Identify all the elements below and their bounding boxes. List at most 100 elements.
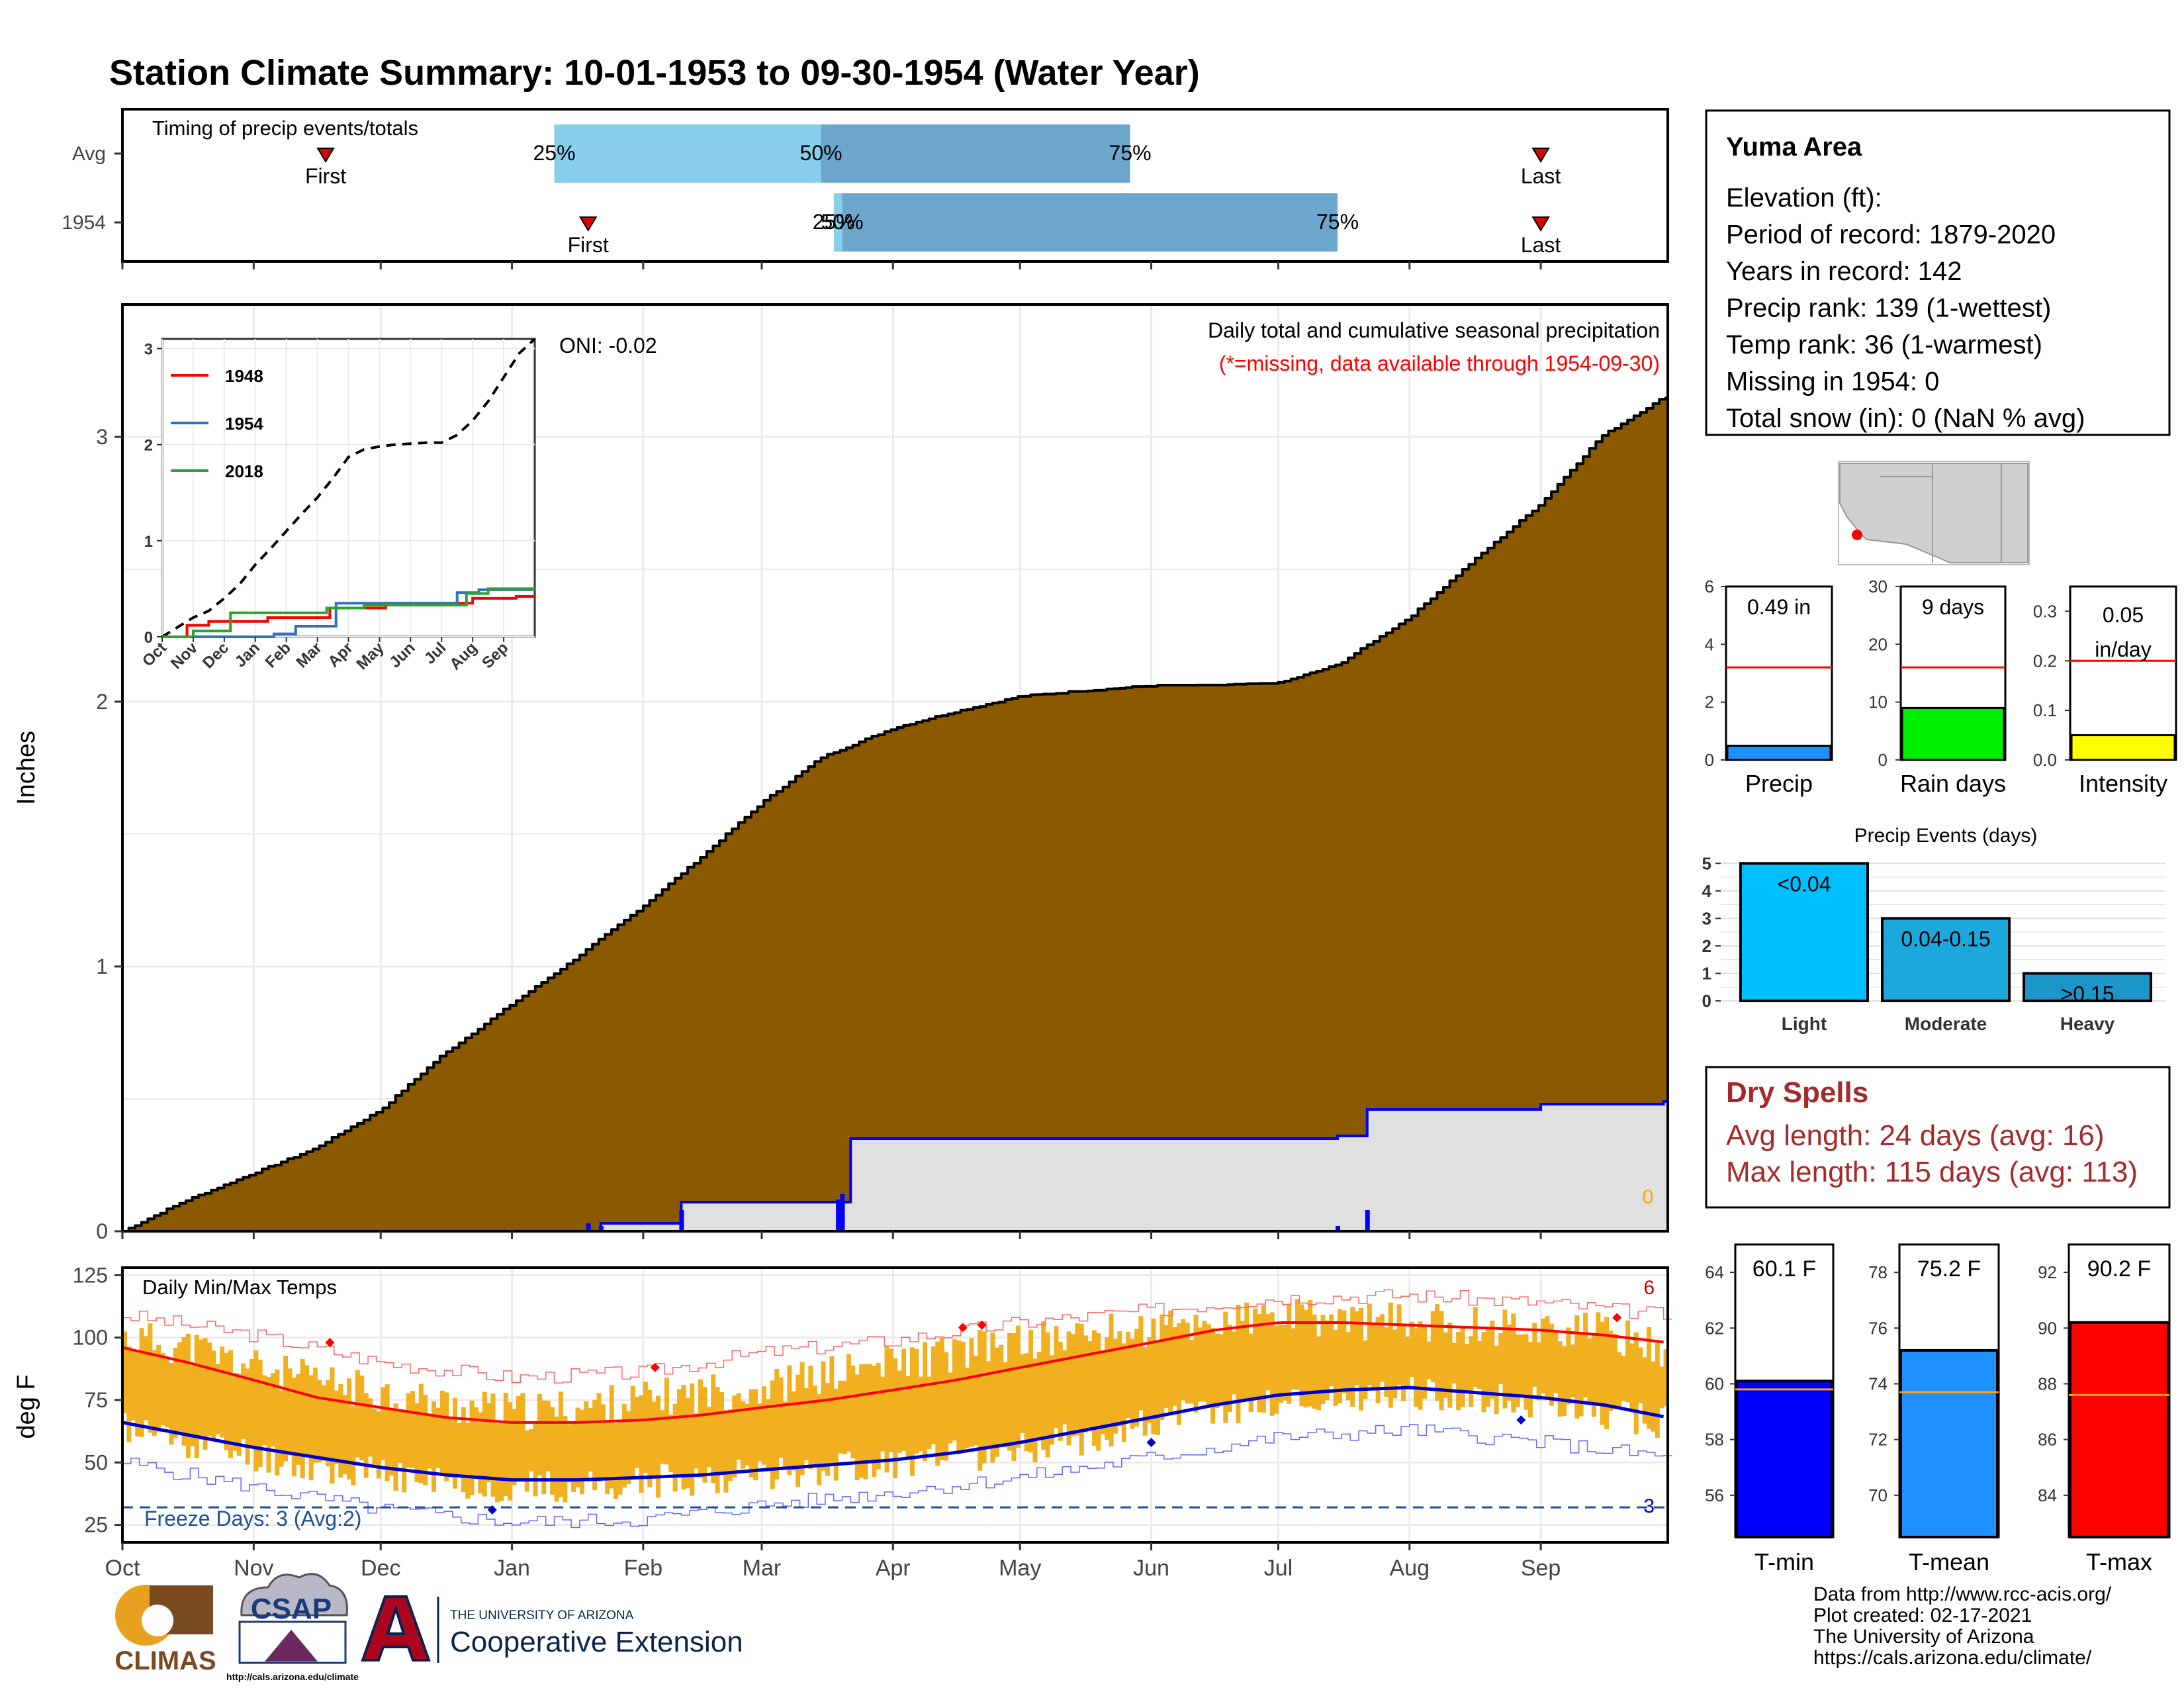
daily-temp-bar: [1384, 1327, 1389, 1397]
info-frame: [1705, 109, 2171, 436]
daily-temp-bar: [969, 1338, 974, 1447]
daily-temp-bar: [727, 1409, 733, 1481]
university-of-arizona-logo-icon: [361, 1595, 431, 1662]
temp-y-tick-label: 75: [84, 1388, 108, 1412]
daily-temp-bar: [177, 1342, 183, 1435]
daily-temp-bar: [338, 1383, 343, 1478]
inset-y-tick-label: 1: [144, 533, 153, 551]
daily-temp-bar: [1206, 1324, 1211, 1406]
tsum-bar-T-mean: [1899, 1348, 1999, 1538]
daily-temp-bar: [1218, 1334, 1224, 1404]
daily-temp-bar: [1269, 1312, 1275, 1416]
events-y-tick-label: 5: [1702, 853, 1711, 873]
first-label: First: [568, 233, 609, 257]
daily-temp-bar: [909, 1347, 915, 1477]
month-label: Oct: [105, 1556, 140, 1581]
precip-y-tick-label: 3: [96, 425, 108, 449]
inset-series-line-1948: [162, 595, 535, 638]
temp-y-tick-label: 125: [73, 1263, 108, 1287]
daily-temp-bar: [296, 1374, 301, 1465]
daily-temp-bar: [821, 1361, 826, 1471]
this-year-cumulative-line: [122, 1100, 1668, 1233]
tsum-y-tick-label: 86: [2038, 1430, 2057, 1450]
daily-temp-bar: [1117, 1331, 1122, 1427]
month-label: Aug: [1390, 1556, 1430, 1581]
inset-series-line-1954: [162, 588, 535, 638]
daily-temp-bar: [1083, 1335, 1089, 1432]
daily-temp-bar: [1257, 1313, 1262, 1413]
daily-temp-bar: [944, 1352, 949, 1461]
daily-temp-bar: [1578, 1332, 1584, 1417]
daily-temp-bar: [1324, 1320, 1330, 1400]
daily-temp-bar: [435, 1407, 441, 1468]
daily-temp-bar: [1414, 1328, 1419, 1407]
daily-temp-bar: [312, 1367, 318, 1463]
daily-temp-bar: [1426, 1341, 1432, 1380]
dry-frame: [1705, 1066, 2171, 1209]
daily-temp-bar: [389, 1408, 394, 1476]
daily-temp-bar: [643, 1382, 648, 1474]
daily-temp-bar: [342, 1395, 347, 1475]
daily-temp-bar: [948, 1372, 953, 1444]
daily-precip-bar: [1336, 1226, 1341, 1231]
daily-temp-bar: [1447, 1322, 1453, 1408]
daily-temp-bar: [990, 1333, 995, 1463]
daily-temp-bar: [1210, 1328, 1216, 1424]
oni-label: ONI: -0.02: [559, 334, 657, 357]
totals-bar-Intensity: [2070, 734, 2176, 761]
totals-y-tick-label: 6: [1705, 577, 1714, 596]
footer-credit-line: https://cals.arizona.edu/climate/: [1813, 1647, 2092, 1669]
event-bar-Heavy: [2023, 972, 2152, 1003]
daily-temp-bar: [232, 1372, 238, 1451]
daily-temp-bar: [1075, 1323, 1080, 1436]
daily-temp-bar: [1456, 1332, 1461, 1411]
footer: Data from http://www.rcc-acis.org/Plot c…: [114, 1573, 2112, 1682]
daily-temp-bar: [1282, 1325, 1287, 1401]
totals-y-tick-label: 0: [1705, 750, 1714, 770]
daily-temp-bar: [1320, 1315, 1326, 1404]
station-name: Yuma Area: [1726, 132, 1862, 162]
daily-temp-bar: [283, 1356, 289, 1462]
daily-temp-bar: [1367, 1303, 1372, 1385]
events-y-tick-label: 3: [1702, 908, 1711, 928]
daily-temp-bar: [846, 1354, 851, 1452]
daily-temp-bar: [647, 1389, 653, 1487]
daily-temp-bar: [965, 1368, 970, 1448]
daily-temp-bar: [1227, 1325, 1232, 1412]
daily-precip-bar: [586, 1223, 591, 1231]
daily-temp-bar: [1354, 1311, 1359, 1385]
precip-caption: Daily total and cumulative seasonal prec…: [1208, 318, 1660, 342]
state-map: [1838, 461, 2030, 565]
totals-y-tick-label: 4: [1705, 634, 1714, 654]
daily-temps-panel: 25 50 75 100 125 Oct Nov Dec Jan Feb Mar Apr May Jun J…: [13, 1263, 1672, 1581]
daily-temp-bar: [156, 1344, 161, 1432]
daily-temp-bar: [1024, 1353, 1029, 1452]
daily-temp-bar: [308, 1375, 314, 1481]
event-bar-label: >0.15: [2061, 982, 2115, 1006]
daily-temp-bar: [635, 1397, 640, 1468]
average-cumulative-area: [121, 397, 1669, 1233]
daily-temp-bar: [596, 1393, 602, 1482]
daily-temp-bar: [1147, 1337, 1152, 1423]
daily-temp-bar: [660, 1410, 665, 1464]
daily-temp-bar: [736, 1393, 741, 1460]
last-label: Last: [1521, 233, 1561, 257]
daily-temp-bar: [508, 1402, 513, 1501]
daily-temp-bar: [1511, 1313, 1516, 1413]
daily-temp-bar: [1333, 1329, 1338, 1406]
events-title: Precip Events (days): [1854, 825, 2038, 847]
totals-value-unit: in/day: [2095, 637, 2151, 661]
daily-temp-bar: [1253, 1308, 1258, 1397]
daily-temp-bar: [287, 1368, 293, 1456]
totals-y-tick-label: 2: [1705, 692, 1714, 712]
daily-temp-bar: [614, 1423, 619, 1499]
daily-temp-bar: [1028, 1329, 1034, 1453]
daily-temp-bar: [905, 1376, 911, 1459]
temp-y-tick-label: 50: [84, 1450, 108, 1474]
daily-temp-bar: [1278, 1325, 1283, 1403]
daily-temp-bar: [1189, 1339, 1195, 1404]
daily-temp-bar: [503, 1392, 508, 1497]
daily-temp-bar: [444, 1392, 449, 1481]
daily-temp-bar: [397, 1409, 402, 1463]
daily-temp-bar: [220, 1346, 225, 1438]
